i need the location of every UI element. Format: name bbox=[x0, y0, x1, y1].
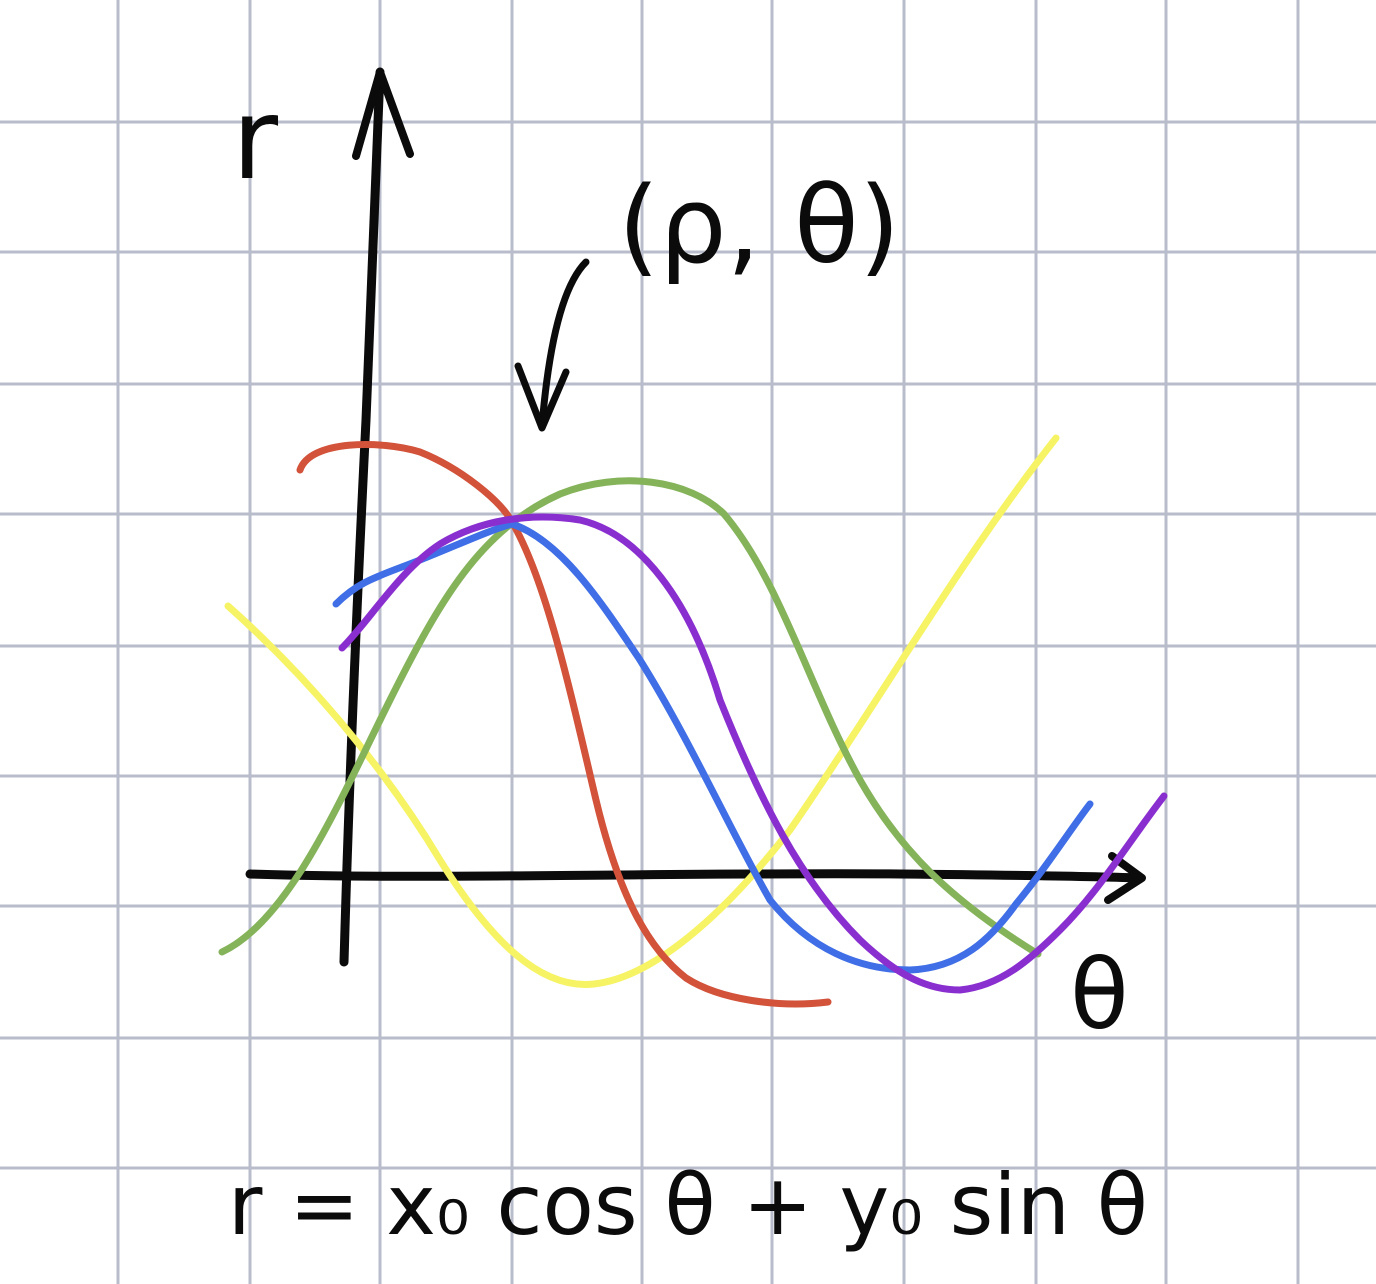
theta-axis-arrowhead bbox=[1104, 852, 1146, 904]
red-curve bbox=[296, 441, 832, 1008]
yellow-curve bbox=[224, 434, 1060, 988]
purple-curve bbox=[338, 513, 1168, 994]
rho-theta-label: (ρ, θ) bbox=[618, 164, 900, 287]
green-curve bbox=[218, 477, 1042, 958]
r-axis bbox=[339, 67, 385, 967]
sinusoid-curves bbox=[218, 434, 1168, 1008]
theta-axis bbox=[245, 869, 1145, 883]
hough-equation: r = x₀ cos θ + y₀ sin θ bbox=[228, 1156, 1148, 1254]
r-axis-arrowhead bbox=[352, 68, 414, 160]
intersection-annotation: (ρ, θ) bbox=[514, 164, 900, 432]
r-axis-label: r bbox=[232, 75, 279, 205]
blue-curve bbox=[332, 520, 1094, 974]
theta-axis-label: θ bbox=[1070, 939, 1129, 1051]
annotation-arrowhead bbox=[514, 362, 570, 432]
annotation-arrow bbox=[538, 258, 590, 430]
